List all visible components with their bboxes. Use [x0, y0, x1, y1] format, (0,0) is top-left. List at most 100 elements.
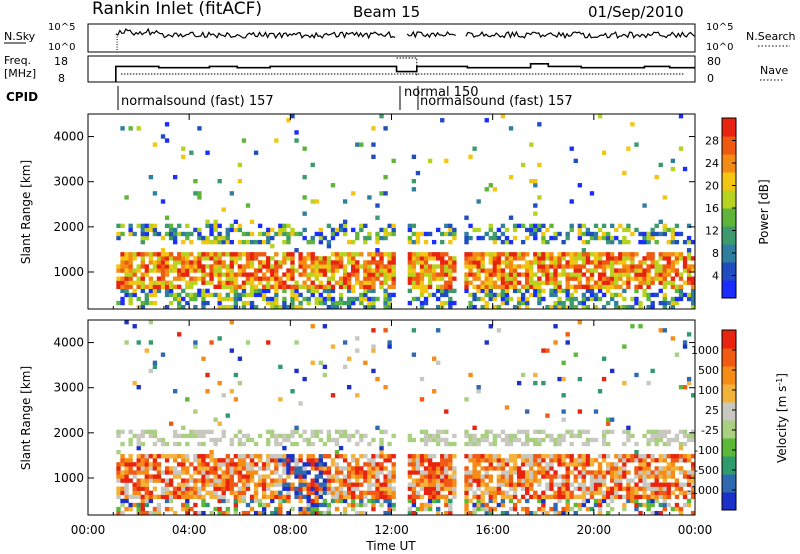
- power-cell: [209, 268, 214, 273]
- velocity-cell: [480, 478, 485, 483]
- velocity-cell: [419, 462, 425, 467]
- power-cell: [330, 268, 336, 273]
- velocity-cell: [371, 344, 376, 349]
- velocity-cell: [581, 458, 587, 463]
- velocity-cell: [508, 466, 514, 471]
- velocity-cell: [237, 437, 243, 443]
- velocity-cell: [338, 429, 344, 435]
- power-cell: [650, 231, 655, 237]
- velocity-cell: [646, 441, 651, 447]
- power-cell: [286, 235, 291, 241]
- velocity-cell: [229, 458, 234, 463]
- velocity-cell: [156, 478, 162, 483]
- velocity-cell: [249, 466, 255, 471]
- velocity-cell: [140, 506, 145, 512]
- velocity-cell: [164, 486, 170, 491]
- x-tick-label: 04:00: [172, 523, 207, 537]
- velocity-cell: [427, 458, 433, 463]
- power-cell: [415, 280, 421, 285]
- velocity-cell: [290, 458, 295, 463]
- power-cell: [529, 276, 534, 281]
- velocity-cell: [561, 437, 566, 443]
- power-cell: [120, 280, 125, 285]
- velocity-cell: [569, 482, 574, 487]
- power-cell: [674, 239, 680, 245]
- velocity-cell: [512, 462, 518, 467]
- power-cell: [642, 280, 647, 285]
- velocity-cell: [322, 498, 328, 504]
- power-cell: [229, 227, 234, 233]
- velocity-cell: [274, 478, 279, 483]
- velocity-cell: [646, 462, 651, 467]
- velocity-cell: [290, 441, 295, 447]
- velocity-cell: [626, 486, 631, 491]
- power-cell: [177, 292, 182, 298]
- velocity-cell: [120, 429, 125, 435]
- power-cell: [351, 268, 356, 273]
- power-cell: [124, 276, 129, 281]
- power-cell: [565, 284, 570, 289]
- power-cell: [391, 292, 396, 298]
- velocity-cell: [525, 506, 530, 512]
- power-cell: [525, 227, 530, 233]
- power-cell: [662, 280, 667, 285]
- velocity-cell: [597, 506, 603, 512]
- velocity-cell: [209, 490, 214, 495]
- power-cell: [318, 284, 324, 289]
- velocity-cell: [326, 482, 332, 487]
- power-cell: [213, 284, 218, 289]
- velocity-cell: [516, 437, 522, 443]
- power-cell: [298, 304, 303, 310]
- velocity-cell: [217, 494, 222, 500]
- velocity-cell: [500, 478, 506, 483]
- power-cell: [330, 183, 336, 188]
- velocity-cell: [654, 433, 659, 439]
- velocity-cell: [557, 510, 562, 516]
- velocity-cell: [262, 510, 267, 516]
- power-cell: [670, 280, 676, 285]
- velocity-cell: [205, 462, 210, 467]
- velocity-cell: [148, 320, 154, 325]
- colorbar-swatch: [722, 420, 736, 439]
- velocity-cell: [545, 454, 550, 459]
- power-cell: [553, 268, 558, 273]
- power-cell: [241, 292, 247, 298]
- power-cell: [601, 280, 607, 285]
- velocity-cell: [338, 490, 344, 495]
- velocity-cell: [557, 498, 562, 504]
- velocity-cell: [229, 474, 234, 479]
- power-cell: [257, 280, 263, 285]
- velocity-cell: [306, 482, 311, 487]
- power-cell: [674, 256, 680, 261]
- velocity-cell: [144, 462, 149, 467]
- power-cell: [593, 304, 599, 310]
- velocity-cell: [140, 494, 145, 500]
- power-cell: [423, 239, 429, 245]
- velocity-cell: [282, 462, 287, 467]
- power-cell: [614, 284, 619, 289]
- freq-label-2: [MHz]: [4, 67, 36, 80]
- power-cell: [148, 223, 154, 229]
- power-cell: [193, 280, 198, 285]
- power-cell: [516, 264, 522, 269]
- power-cell: [229, 252, 234, 257]
- power-cell: [124, 280, 129, 285]
- power-cell: [306, 276, 311, 281]
- power-cell: [221, 284, 226, 289]
- velocity-cell: [266, 340, 271, 345]
- velocity-cell: [484, 474, 489, 479]
- power-cell: [468, 304, 473, 310]
- power-cell: [140, 231, 145, 237]
- velocity-cell: [193, 409, 198, 414]
- velocity-cell: [306, 490, 311, 495]
- power-cell: [597, 260, 603, 265]
- velocity-cell: [278, 478, 283, 483]
- power-cell: [496, 252, 502, 257]
- power-cell: [209, 264, 214, 269]
- velocity-cell: [642, 482, 647, 487]
- power-cell: [516, 304, 522, 310]
- velocity-cell: [553, 470, 558, 475]
- velocity-cell: [444, 429, 449, 435]
- velocity-cell: [342, 466, 348, 471]
- velocity-cell: [282, 454, 287, 459]
